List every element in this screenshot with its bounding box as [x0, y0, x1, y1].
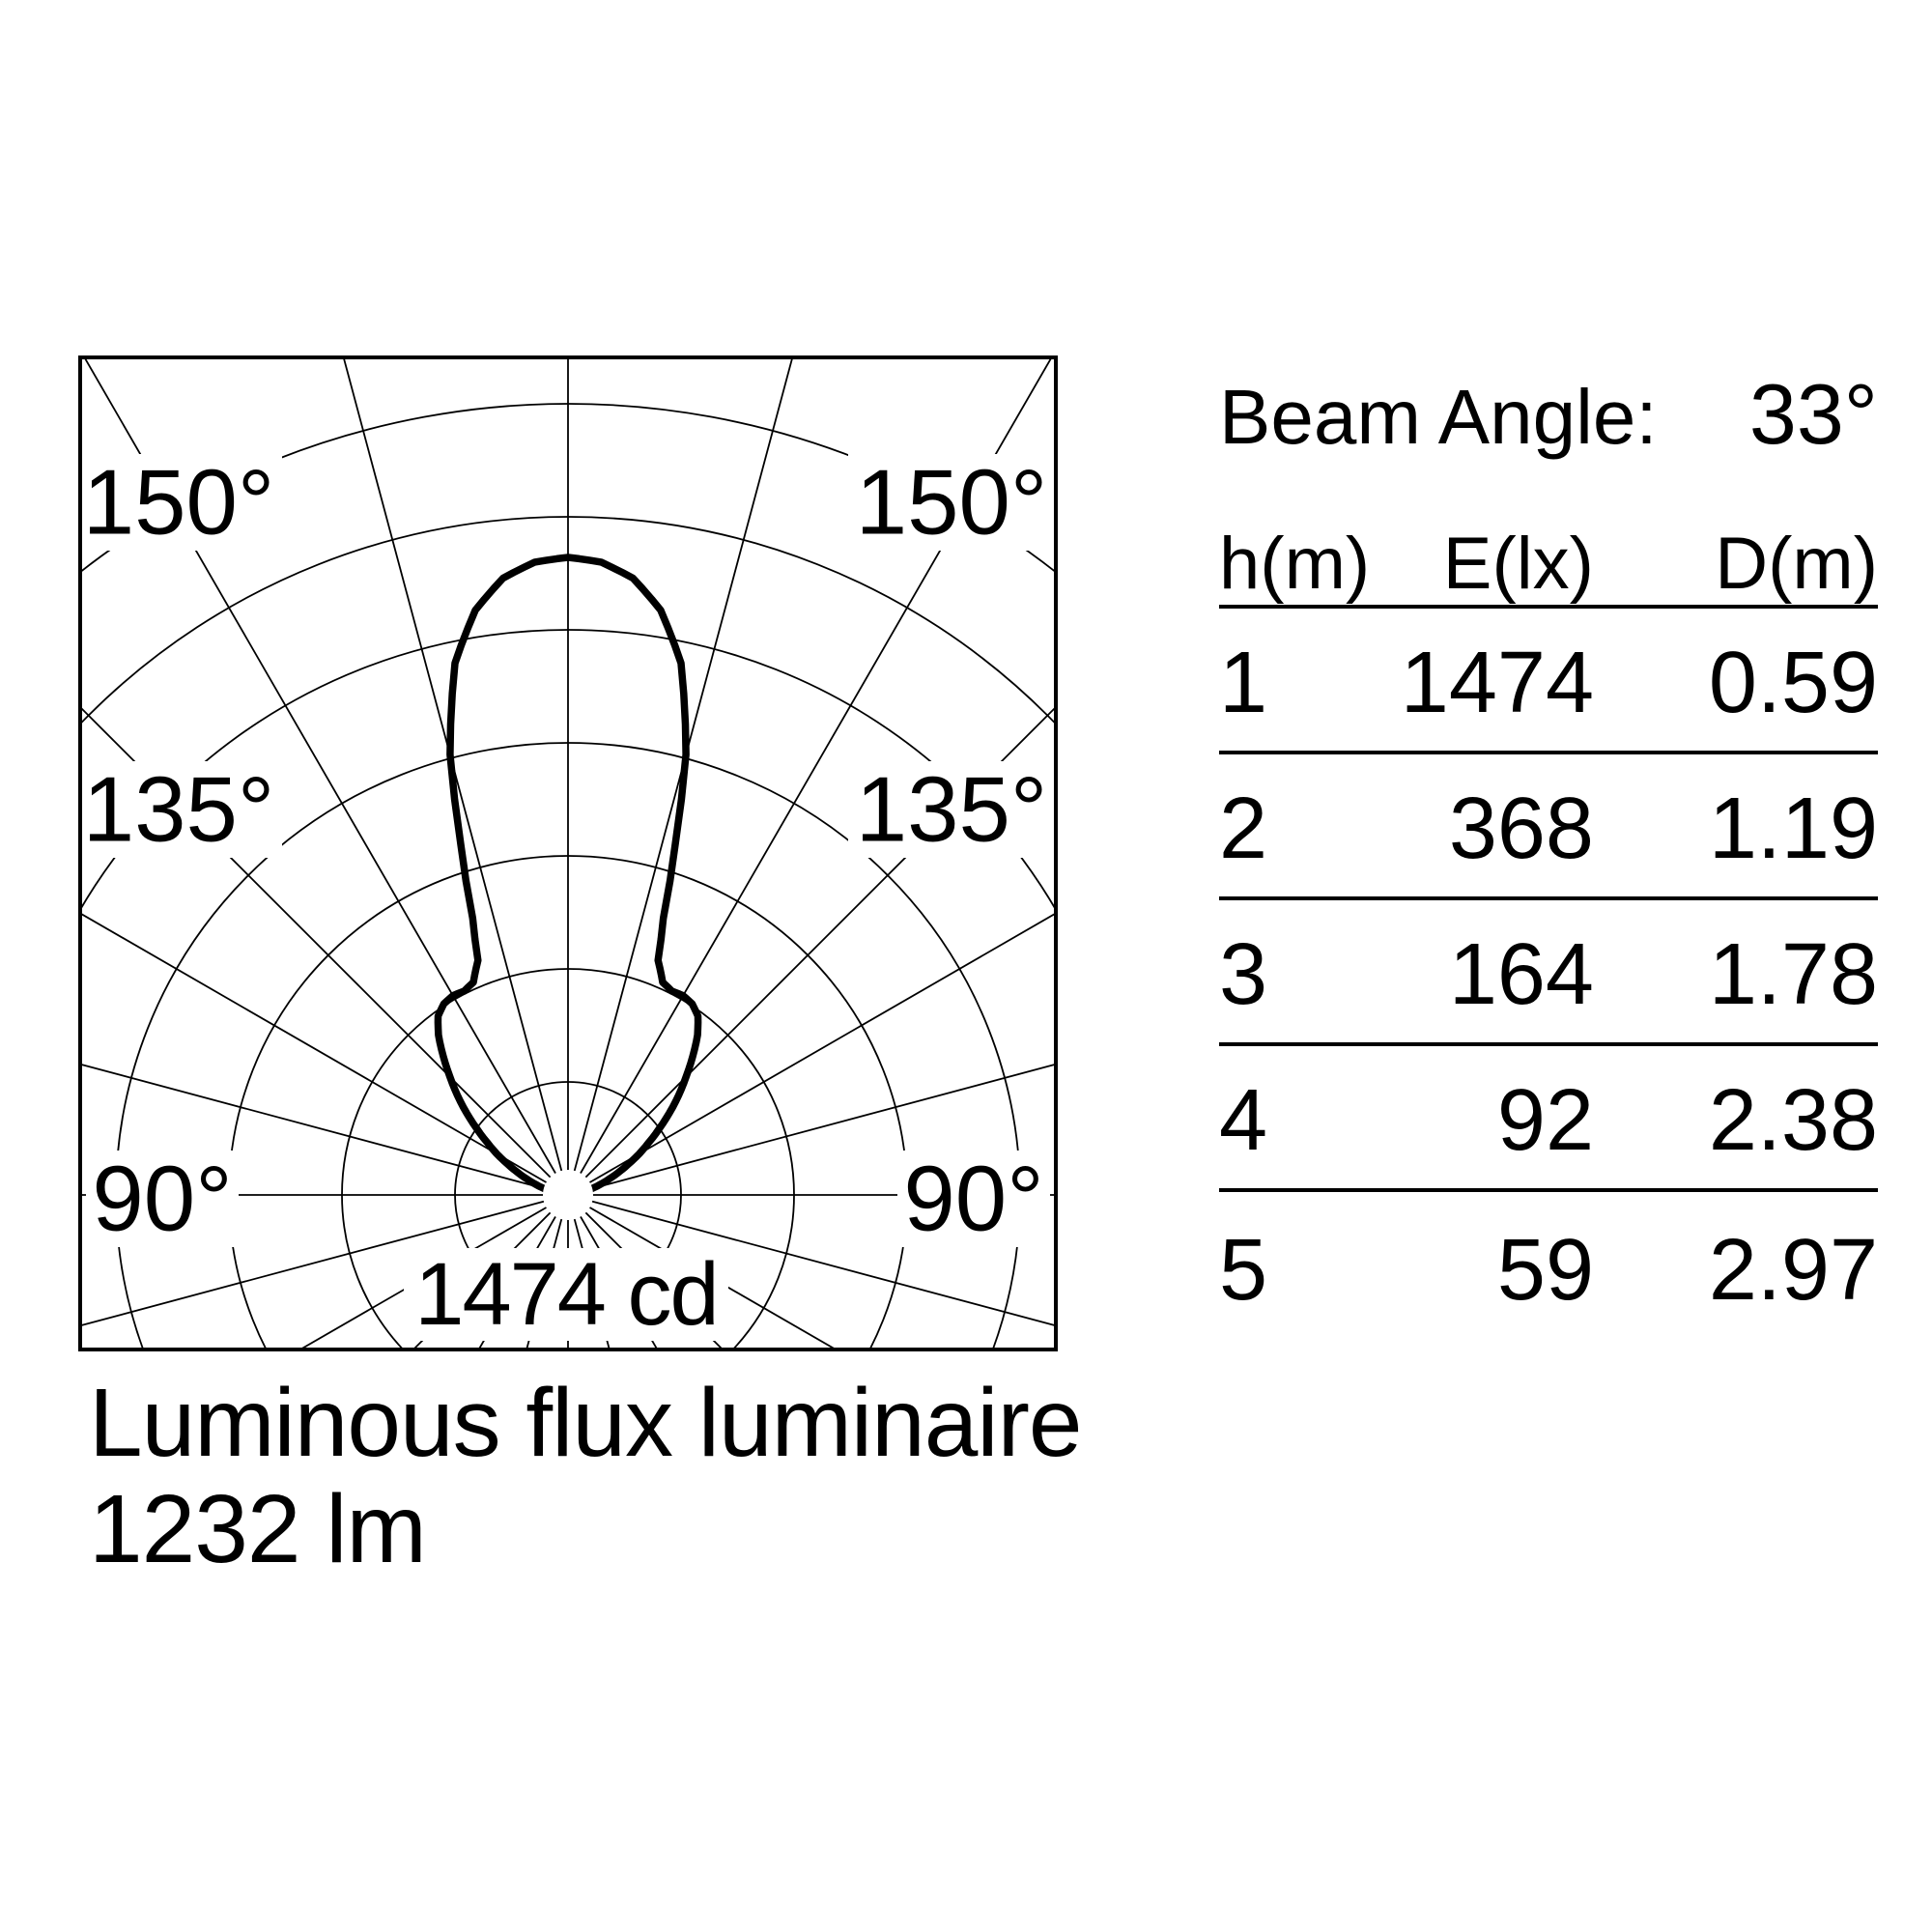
cell-e: 59 [1496, 1222, 1594, 1319]
angle-label-135-right: 135° [856, 758, 1048, 862]
cell-h: 5 [1219, 1222, 1268, 1319]
angle-label-135-left: 135° [83, 758, 275, 862]
table-header-row: h(m) E(lx) D(m) [1219, 522, 1878, 609]
cell-e: 1474 [1400, 635, 1594, 731]
cell-d: 2.38 [1708, 1072, 1878, 1169]
beam-angle-row: Beam Angle: 33° [1219, 365, 1878, 462]
table-row: 2 368 1.19 [1219, 754, 1878, 900]
peak-candela-label: 1474 cd [414, 1245, 717, 1344]
cell-e: 368 [1448, 781, 1594, 877]
header-h: h(m) [1219, 523, 1371, 605]
header-elx: E(lx) [1442, 523, 1594, 605]
angle-label-150-left: 150° [83, 451, 275, 554]
cell-h: 2 [1219, 781, 1268, 877]
cell-d: 0.59 [1708, 635, 1878, 731]
cell-d: 1.19 [1708, 781, 1878, 877]
cell-d: 2.97 [1708, 1222, 1878, 1319]
cell-d: 1.78 [1708, 926, 1878, 1023]
diagram-caption: Luminous flux luminaire 1232 lm [89, 1370, 1082, 1582]
table-row: 5 59 2.97 [1219, 1192, 1878, 1338]
beam-angle-value: 33° [1748, 366, 1878, 462]
table-row: 3 164 1.78 [1219, 900, 1878, 1046]
cell-e: 92 [1496, 1072, 1594, 1169]
diagram-border [78, 355, 1058, 1351]
cell-h: 3 [1219, 926, 1268, 1023]
table-row: 4 92 2.38 [1219, 1046, 1878, 1192]
angle-label-90-left: 90° [92, 1148, 232, 1251]
beam-angle-label: Beam Angle: [1219, 374, 1658, 460]
angle-label-150-right: 150° [856, 451, 1048, 554]
cell-h: 1 [1219, 635, 1268, 731]
caption-line1: Luminous flux luminaire [89, 1369, 1082, 1477]
header-dm: D(m) [1715, 523, 1878, 605]
table-row: 1 1474 0.59 [1219, 609, 1878, 754]
angle-label-90-right: 90° [903, 1148, 1043, 1251]
illuminance-table: Beam Angle: 33° h(m) E(lx) D(m) 1 1474 0… [1219, 365, 1878, 1338]
cell-e: 164 [1448, 926, 1594, 1023]
cell-h: 4 [1219, 1072, 1268, 1169]
caption-line2: 1232 lm [89, 1475, 427, 1583]
